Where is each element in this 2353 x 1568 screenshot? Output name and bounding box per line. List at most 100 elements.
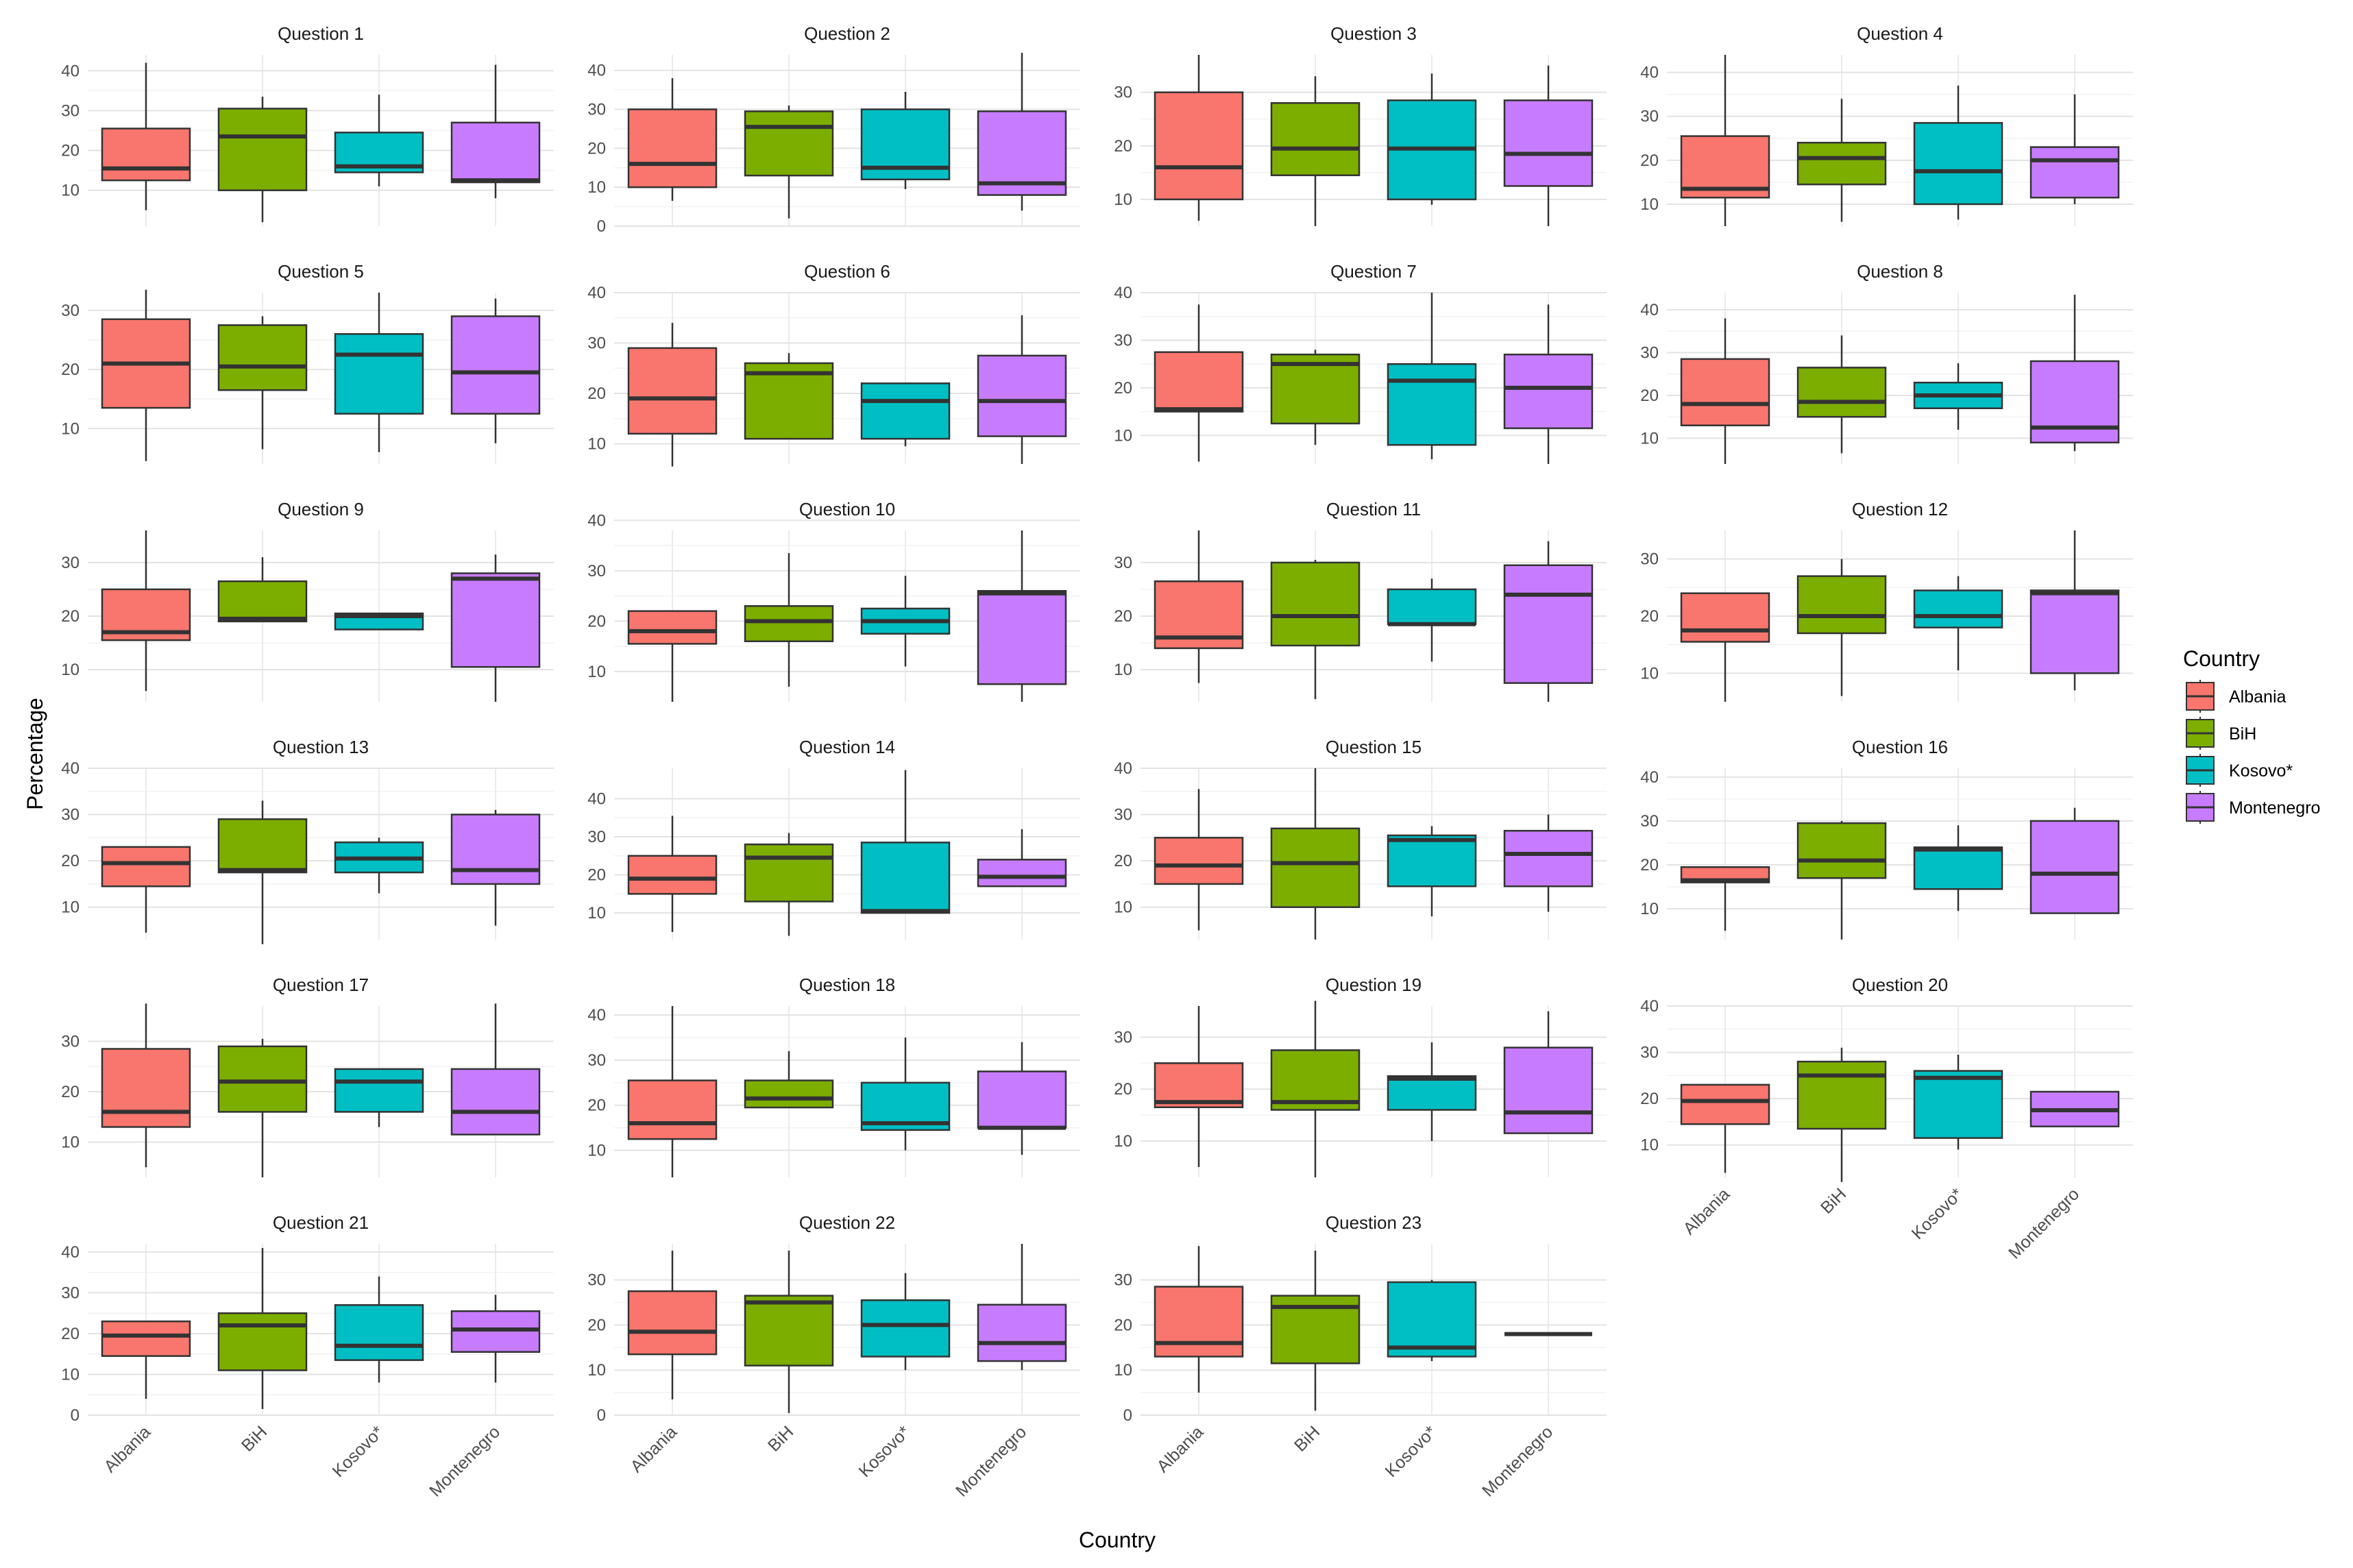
box-bih [217, 1038, 308, 1177]
box-albania [101, 530, 191, 691]
y-tick-label: 20 [61, 852, 80, 870]
box-montenegro [2029, 295, 2120, 452]
box-bih [1270, 1001, 1361, 1177]
y-tick-label: 20 [61, 607, 80, 626]
box-iqr [627, 855, 718, 895]
panel-18: Question 18 10 20 30 40 [587, 975, 1080, 1177]
box-bih [1796, 559, 1887, 696]
x-tick-label: BiH [238, 1422, 271, 1455]
panel-title: Question 4 [1857, 23, 1943, 44]
panel-title: Question 16 [1852, 737, 1948, 757]
box-iqr [744, 1295, 834, 1367]
box-bih [1796, 820, 1887, 940]
panel-title: Question 12 [1852, 499, 1948, 519]
box-albania [101, 846, 191, 933]
box-montenegro [2029, 807, 2120, 914]
panel-title: Question 21 [273, 1212, 369, 1233]
y-tick-label: 20 [587, 384, 606, 403]
box-kosovo [1387, 73, 1477, 205]
box-albania [1154, 304, 1244, 462]
box-montenegro [977, 829, 1067, 887]
y-tick-label: 20 [61, 1083, 80, 1101]
box-albania [101, 62, 191, 210]
box-montenegro [450, 554, 541, 702]
y-tick-label: 30 [1640, 1044, 1659, 1062]
x-tick-label: Albania [100, 1422, 154, 1476]
y-tick-label: 10 [587, 663, 606, 681]
box-iqr [450, 121, 541, 184]
box-iqr [627, 1290, 718, 1356]
box-bih [744, 553, 834, 687]
y-tick-label: 20 [1640, 856, 1659, 874]
box-iqr [977, 859, 1067, 887]
box-bih [1270, 350, 1361, 445]
box-iqr [1154, 1062, 1244, 1108]
box-iqr [1913, 1070, 2003, 1139]
panel-15: Question 15 10 20 30 40 [1114, 737, 1607, 940]
box-montenegro [977, 53, 1067, 211]
box-iqr [977, 589, 1067, 685]
legend-title: Country [2183, 646, 2260, 671]
panel-title: Question 1 [278, 23, 364, 44]
panel-title: Question 9 [278, 499, 364, 519]
box-iqr [1503, 354, 1594, 430]
panel-title: Question 17 [273, 975, 369, 995]
box-bih [744, 833, 834, 936]
x-tick-label: Kosovo* [1908, 1184, 1967, 1243]
panel-12: Question 12 10 20 30 [1640, 499, 2133, 702]
y-tick-label: 20 [1114, 1316, 1132, 1334]
box-montenegro [977, 315, 1067, 464]
panel-16: Question 16 10 20 30 40 [1640, 737, 2133, 940]
box-iqr [450, 315, 541, 415]
box-iqr [217, 580, 308, 623]
box-albania [627, 323, 718, 467]
box-montenegro [977, 530, 1067, 702]
box-montenegro [1503, 814, 1594, 912]
legend-label: Montenegro [2229, 798, 2320, 818]
y-tick-label: 40 [1640, 997, 1659, 1016]
box-montenegro [1503, 304, 1594, 464]
y-tick-label: 0 [1123, 1406, 1132, 1425]
box-iqr [627, 1079, 718, 1140]
y-tick-label: 20 [1640, 607, 1659, 626]
box-montenegro [450, 298, 541, 443]
box-iqr [2029, 146, 2120, 199]
y-tick-label: 30 [587, 334, 606, 353]
box-bih [744, 105, 834, 219]
box-iqr [977, 110, 1067, 196]
y-tick-label: 0 [597, 1406, 606, 1425]
box-iqr [1503, 564, 1594, 684]
box-montenegro [977, 1244, 1067, 1371]
x-tick-label: Kosovo* [329, 1422, 388, 1481]
box-iqr [217, 818, 308, 874]
box-iqr [1796, 575, 1887, 635]
y-tick-label: 10 [61, 661, 80, 679]
box-iqr [1270, 827, 1361, 908]
box-iqr [1680, 358, 1770, 426]
box-iqr [334, 1304, 424, 1361]
y-tick-label: 30 [587, 1051, 606, 1070]
y-tick-label: 10 [587, 1142, 606, 1160]
y-tick-label: 20 [1114, 1080, 1132, 1099]
box-iqr [2029, 360, 2120, 443]
box-kosovo [860, 91, 951, 190]
panel-2: Question 2 0 10 20 30 40 [587, 23, 1080, 236]
box-iqr [1270, 561, 1361, 647]
box-albania [1154, 55, 1244, 221]
y-tick-label: 10 [587, 435, 606, 454]
box-bih [217, 97, 308, 223]
panel-title: Question 8 [1857, 261, 1943, 282]
x-tick-label: BiH [1817, 1184, 1850, 1217]
box-iqr [744, 1079, 834, 1109]
box-montenegro [1503, 1011, 1594, 1134]
y-tick-label: 20 [1640, 151, 1659, 170]
y-tick-label: 10 [1114, 1132, 1132, 1151]
x-tick-label: Kosovo* [1382, 1422, 1441, 1481]
box-montenegro [2029, 530, 2120, 691]
box-albania [1680, 318, 1770, 464]
box-iqr [334, 333, 424, 415]
y-tick-label: 20 [61, 142, 80, 160]
box-iqr [1913, 122, 2003, 206]
y-tick-label: 10 [587, 1361, 606, 1380]
y-tick-label: 10 [1114, 661, 1132, 679]
